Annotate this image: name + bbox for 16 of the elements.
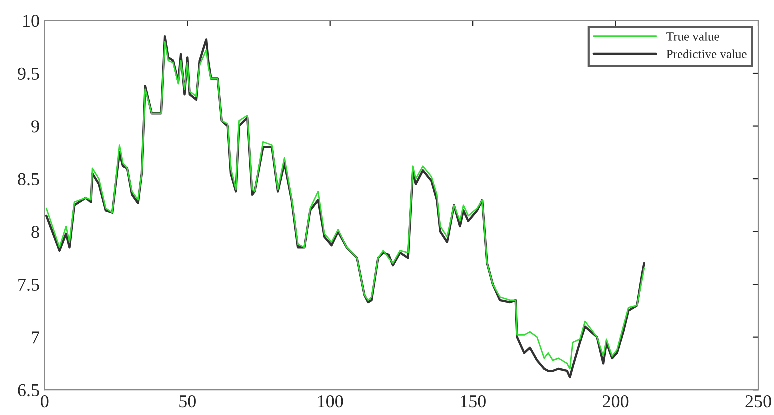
y-tick-label: 9 bbox=[32, 120, 40, 133]
x-tick-label: 100 bbox=[318, 395, 344, 408]
y-tick-label: 6.5 bbox=[18, 384, 40, 397]
legend-label: True value bbox=[666, 32, 720, 41]
x-tick-label: 250 bbox=[746, 395, 772, 408]
x-tick-label: 0 bbox=[41, 395, 49, 408]
y-tick-label: 10 bbox=[24, 15, 40, 28]
y-tick-label: 8.5 bbox=[18, 173, 40, 186]
legend-label: Predictive value bbox=[666, 50, 747, 59]
x-tick-label: 200 bbox=[603, 395, 629, 408]
y-tick-label: 7 bbox=[32, 332, 40, 344]
x-tick-label: 150 bbox=[461, 395, 486, 408]
x-tick-label: 50 bbox=[180, 395, 196, 408]
y-tick-label: 7.5 bbox=[18, 279, 40, 292]
y-tick-label: 9.5 bbox=[18, 68, 40, 80]
y-tick-label: 8 bbox=[32, 226, 40, 238]
